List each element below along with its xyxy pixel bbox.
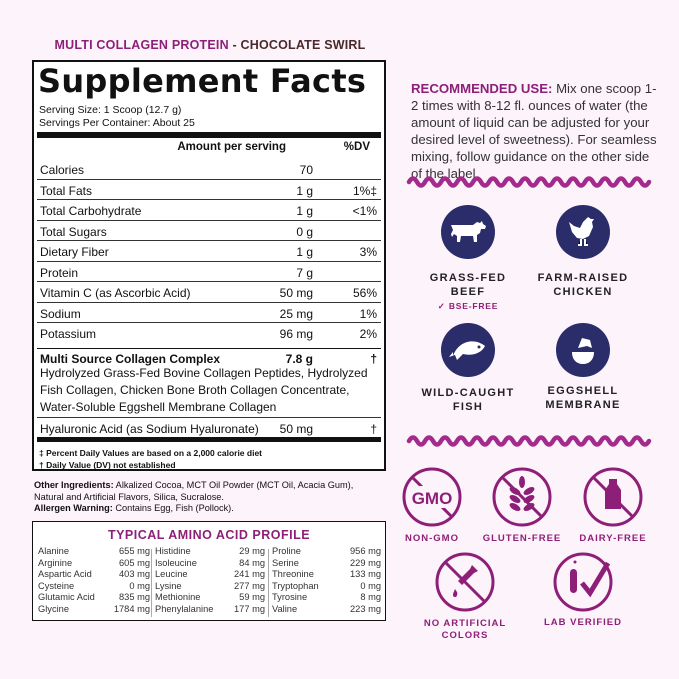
nutrient-amount: 0 g	[296, 224, 313, 239]
milk-bottle-icon	[583, 467, 643, 527]
footnote: ‡ Percent Daily Values are based on a 2,…	[39, 448, 263, 458]
nutrient-name: Sodium	[40, 306, 81, 321]
egg-icon	[556, 323, 610, 377]
badge-label: GLUTEN-FREE	[482, 533, 562, 544]
badge-label: NO ARTIFICIAL	[423, 618, 507, 629]
nutrient-amount: 96 mg	[279, 327, 313, 341]
nutrient-row: Protein 7 g	[37, 262, 381, 282]
amino-row: Lysine 277 mg	[155, 580, 265, 591]
amount-header: Amount per serving	[177, 141, 286, 153]
amino-row: Cysteine 0 mg	[38, 580, 150, 591]
nutrient-row: Vitamin C (as Ascorbic Acid) 50 mg 56%	[37, 282, 381, 303]
amino-row: Phenylalanine 177 mg	[155, 603, 265, 614]
amino-row: Valine 223 mg	[272, 603, 381, 614]
svg-text:GMO: GMO	[412, 489, 453, 508]
amino-row: Glutamic Acid 835 mg	[38, 592, 150, 603]
nutrient-amount: 1 g	[296, 204, 313, 218]
collagen-complex-row: Multi Source Collagen Complex 7.8 g †	[40, 352, 377, 366]
bse-free-note: ✓ BSE-FREE	[437, 301, 499, 311]
gmo-icon: GMO	[402, 467, 462, 527]
fish-icon	[441, 323, 495, 377]
collagen-complex-desc: Hydrolyzed Grass-Fed Bovine Collagen Pep…	[40, 366, 368, 414]
nutrient-dv: 56%	[352, 286, 377, 300]
wave-divider	[406, 435, 652, 447]
nutrient-amount: 70	[299, 163, 313, 177]
nutrient-row: Total Carbohydrate 1 g <1%	[37, 200, 381, 221]
test-tube-check-icon	[553, 552, 613, 612]
source-label: EGGSHELL	[547, 385, 619, 397]
nutrient-name: Total Sugars	[40, 224, 107, 239]
nutrient-amount: 25 mg	[279, 306, 313, 321]
nutrient-row: Dietary Fiber 1 g 3%	[37, 241, 381, 262]
recommended-use: RECOMMENDED USE: Mix one scoop 1-2 times…	[411, 81, 657, 181]
amino-acid-profile: TYPICAL AMINO ACID PROFILE Alanine 655 mg…	[32, 521, 386, 621]
badge-label: DAIRY-FREE	[579, 533, 647, 544]
nutrient-dv: 1%‡	[352, 183, 377, 198]
facts-title: Supplement Facts	[38, 62, 367, 100]
product-title: MULTI COLLAGEN PROTEIN - CHOCOLATE SWIRL	[54, 38, 366, 52]
nutrient-dv: 1%	[359, 306, 377, 321]
amino-column: Histidine 29 mg Isoleucine 84 mg Leucine 241 …	[155, 546, 265, 616]
nutrient-name: Potassium	[40, 327, 97, 341]
amino-row: Alanine 655 mg	[38, 546, 150, 556]
nutrient-name: Dietary Fiber	[40, 245, 109, 259]
nutrient-amount: 1 g	[296, 183, 313, 198]
amino-row: Threonine 133 mg	[272, 569, 381, 580]
nutrient-row: Sodium 25 mg 1%	[37, 303, 381, 323]
amino-row: Tyrosine 8 mg	[272, 592, 381, 603]
source-label: FARM-RAISED	[537, 272, 629, 284]
nutrient-name: Calories	[40, 163, 85, 177]
badge-label: NON-GMO	[405, 533, 459, 544]
amino-row: Proline 956 mg	[272, 546, 381, 556]
serving-size: Serving Size: 1 Scoop (12.7 g)	[39, 104, 182, 116]
amino-row: Glycine 1784 mg	[38, 603, 150, 614]
nutrient-name: Vitamin C (as Ascorbic Acid)	[40, 286, 191, 300]
badge-label: LAB VERIFIED	[544, 617, 622, 628]
nutrient-name: Total Carbohydrate	[40, 204, 142, 218]
chicken-icon	[556, 205, 610, 259]
nutrient-amount: 7 g	[296, 265, 313, 280]
cow-icon	[441, 205, 495, 259]
servings-per-container: Servings Per Container: About 25	[39, 117, 195, 129]
nutrient-row: Total Fats 1 g 1%‡	[37, 180, 381, 200]
amino-row: Leucine 241 mg	[155, 569, 265, 580]
nutrient-row: Total Sugars 0 g	[37, 221, 381, 241]
nutrient-row: Potassium 96 mg 2%	[37, 323, 381, 344]
amino-title: TYPICAL AMINO ACID PROFILE	[107, 528, 311, 542]
dv-header: %DV	[343, 141, 370, 153]
nutrient-dv: 3%	[359, 245, 377, 259]
supplement-facts-panel: Supplement Facts Serving Size: 1 Scoop (…	[32, 60, 386, 471]
hyaluronic-row: Hyaluronic Acid (as Sodium Hyaluronate) 5…	[37, 417, 381, 438]
source-label: WILD-CAUGHT	[421, 387, 515, 399]
amino-row: Aspartic Acid 403 mg	[38, 569, 150, 580]
footnote: † Daily Value (DV) not established	[39, 460, 176, 470]
amino-row: Tryptophan 0 mg	[272, 580, 381, 591]
nutrient-row: Calories 70	[37, 159, 381, 180]
amino-column: Alanine 655 mg Arginine 605 mg Aspartic Acid…	[38, 546, 150, 616]
nutrient-amount: 1 g	[296, 245, 313, 259]
source-label: GRASS-FED	[429, 272, 507, 284]
dropper-icon	[435, 552, 495, 612]
nutrient-dv: <1%	[352, 204, 377, 218]
amino-column: Proline 956 mg Serine 229 mg Threonine 133 mg…	[272, 546, 381, 616]
amino-row: Histidine 29 mg	[155, 546, 265, 556]
amino-row: Methionine 59 mg	[155, 592, 265, 603]
nutrient-name: Total Fats	[40, 183, 93, 198]
nutrient-amount: 50 mg	[279, 286, 313, 300]
nutrient-name: Protein	[40, 265, 79, 280]
amino-row: Serine 229 mg	[272, 557, 381, 568]
amino-row: Arginine 605 mg	[38, 557, 150, 568]
divider	[37, 437, 381, 442]
nutrient-dv: 2%	[359, 327, 377, 341]
divider	[37, 132, 381, 138]
wave-divider	[406, 176, 652, 188]
other-ingredients: Other Ingredients: Alkalized Cocoa, MCT …	[34, 480, 354, 513]
amino-row: Isoleucine 84 mg	[155, 557, 265, 568]
wheat-icon	[492, 467, 552, 527]
